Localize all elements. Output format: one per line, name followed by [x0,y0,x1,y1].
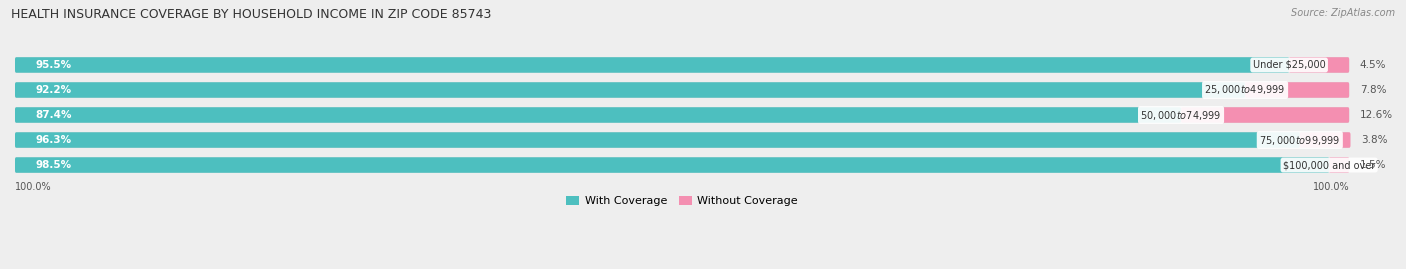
FancyBboxPatch shape [15,82,1350,98]
FancyBboxPatch shape [1299,132,1351,148]
FancyBboxPatch shape [1329,157,1350,173]
Text: $100,000 and over: $100,000 and over [1284,160,1375,170]
Text: 4.5%: 4.5% [1360,60,1386,70]
Text: 1.5%: 1.5% [1360,160,1386,170]
FancyBboxPatch shape [15,107,1350,123]
Text: Under $25,000: Under $25,000 [1253,60,1326,70]
Text: 100.0%: 100.0% [15,182,52,192]
FancyBboxPatch shape [15,107,1181,123]
Text: 98.5%: 98.5% [35,160,72,170]
Text: 96.3%: 96.3% [35,135,72,145]
FancyBboxPatch shape [15,132,1299,148]
Text: 12.6%: 12.6% [1360,110,1393,120]
FancyBboxPatch shape [15,57,1350,73]
Text: 7.8%: 7.8% [1360,85,1386,95]
Text: 100.0%: 100.0% [1313,182,1350,192]
Text: $75,000 to $99,999: $75,000 to $99,999 [1260,133,1340,147]
FancyBboxPatch shape [1181,107,1350,123]
Text: 92.2%: 92.2% [35,85,72,95]
Text: HEALTH INSURANCE COVERAGE BY HOUSEHOLD INCOME IN ZIP CODE 85743: HEALTH INSURANCE COVERAGE BY HOUSEHOLD I… [11,8,492,21]
FancyBboxPatch shape [1289,57,1350,73]
Text: 87.4%: 87.4% [35,110,72,120]
Text: $50,000 to $74,999: $50,000 to $74,999 [1140,108,1222,122]
FancyBboxPatch shape [15,82,1246,98]
Text: Source: ZipAtlas.com: Source: ZipAtlas.com [1291,8,1395,18]
FancyBboxPatch shape [15,157,1329,173]
FancyBboxPatch shape [15,57,1289,73]
Text: $25,000 to $49,999: $25,000 to $49,999 [1205,83,1285,97]
Text: 95.5%: 95.5% [35,60,72,70]
Text: 3.8%: 3.8% [1361,135,1388,145]
FancyBboxPatch shape [15,132,1350,148]
Legend: With Coverage, Without Coverage: With Coverage, Without Coverage [561,192,803,211]
FancyBboxPatch shape [15,157,1350,173]
FancyBboxPatch shape [1246,82,1350,98]
